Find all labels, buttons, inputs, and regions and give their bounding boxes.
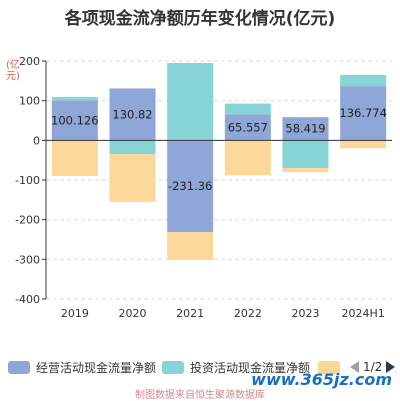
bar-series2-2023 xyxy=(282,168,329,173)
data-label-2019: 100.126 xyxy=(51,113,99,127)
data-label-2023: 58.419 xyxy=(285,122,325,136)
bar-series0-2021 xyxy=(167,140,214,233)
bar-series1-2019 xyxy=(51,97,98,101)
legend-item-investing[interactable]: 投资活动现金流量净额 xyxy=(162,359,310,375)
x-tick-label: 2019 xyxy=(61,307,89,320)
bar-series1-2021 xyxy=(167,62,214,141)
legend-label-investing: 投资活动现金流量净额 xyxy=(190,360,311,375)
x-tick-label: 2022 xyxy=(234,307,262,320)
unit-label: (亿元) xyxy=(6,60,20,82)
x-tick-label: 2024H1 xyxy=(342,307,385,320)
bar-series1-2020 xyxy=(109,140,156,155)
data-label-2020: 130.82 xyxy=(112,107,152,121)
chart-title: 各项现金流净额历年变化情况(亿元) xyxy=(64,9,336,29)
bar-series1-2024H1 xyxy=(340,74,387,87)
y-tick-label: -300 xyxy=(15,253,40,266)
x-tick-label: 2021 xyxy=(176,307,204,320)
y-tick-label: 0 xyxy=(33,134,40,147)
legend-label-operating: 经营活动现金流量净额 xyxy=(36,360,157,375)
source-footer: 制图数据来自恒生聚源数据库 xyxy=(135,390,265,401)
bar-series2-2020 xyxy=(109,154,156,202)
bar-series0-2020 xyxy=(109,88,156,141)
legend-prev-icon[interactable] xyxy=(350,361,359,373)
legend-swatch-investing xyxy=(162,360,184,374)
legend-swatch-operating xyxy=(8,360,30,374)
bar-series1-2023 xyxy=(282,140,329,169)
data-label-2022: 65.557 xyxy=(228,120,268,134)
y-tick-label: 200 xyxy=(19,55,40,68)
data-label-2024H1: 136.774 xyxy=(339,106,387,120)
bar-series1-2022 xyxy=(224,103,271,115)
legend-item-operating[interactable]: 经营活动现金流量净额 xyxy=(8,359,156,375)
bar-series2-2024H1 xyxy=(340,140,387,149)
y-tick-label: -400 xyxy=(15,293,40,306)
bar-series2-2019 xyxy=(51,140,98,177)
legend-item-third[interactable] xyxy=(318,359,346,375)
bar-series0-2022 xyxy=(224,114,271,141)
x-tick-label: 2020 xyxy=(119,307,147,320)
data-label-2021: -231.36 xyxy=(168,179,212,193)
x-tick-label: 2023 xyxy=(292,307,320,320)
legend-swatch-third xyxy=(318,360,340,374)
watermark-text: www.365jz.com xyxy=(251,370,392,389)
bar-series2-2022 xyxy=(224,140,271,176)
legend-pager: 1/2 xyxy=(350,359,396,375)
legend-next-icon[interactable] xyxy=(386,361,396,373)
legend-page-indicator: 1/2 xyxy=(363,360,383,374)
bar-series2-2021 xyxy=(167,232,214,260)
legend: 经营活动现金流量净额 投资活动现金流量净额 xyxy=(0,356,400,378)
y-tick-label: -200 xyxy=(15,214,40,227)
y-tick-label: -100 xyxy=(15,174,40,187)
bar-series0-2023 xyxy=(282,117,329,141)
bar-series0-2019 xyxy=(51,100,98,141)
bar-series0-2024H1 xyxy=(340,86,387,141)
y-tick-label: 100 xyxy=(19,95,40,108)
